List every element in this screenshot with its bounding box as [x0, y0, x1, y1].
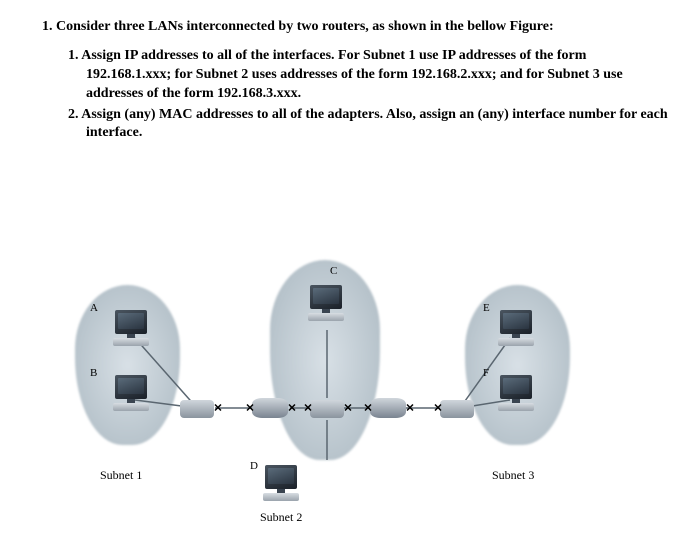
xmark-icon: ✕	[433, 402, 442, 415]
sub-num-1: 1.	[68, 48, 79, 63]
sub-list: 1. Assign IP addresses to all of the int…	[30, 47, 670, 143]
subnet-cloud-3	[465, 285, 570, 445]
xmark-icon: ✕	[405, 402, 414, 415]
pc-d	[260, 465, 302, 505]
subnet-label-2: Subnet 2	[260, 510, 302, 525]
subnet-label-3: Subnet 3	[492, 468, 534, 483]
network-diagram: A B C D E F ✕ ✕ ✕ ✕ ✕ ✕ ✕ ✕ Subnet 1 Sub…	[80, 270, 600, 530]
xmark-icon: ✕	[245, 402, 254, 415]
label-f: F	[483, 367, 489, 379]
label-d: D	[250, 460, 258, 472]
xmark-icon: ✕	[213, 402, 222, 415]
sub-item-1: 1. Assign IP addresses to all of the int…	[86, 47, 670, 104]
subnet-label-1: Subnet 1	[100, 468, 142, 483]
label-a: A	[90, 302, 98, 314]
pc-e	[495, 310, 537, 350]
sub-num-2: 2.	[68, 107, 79, 122]
pc-c	[305, 285, 347, 325]
xmark-icon: ✕	[287, 402, 296, 415]
sub-text-2: Assign (any) MAC addresses to all of the…	[81, 107, 667, 141]
router-2	[370, 398, 406, 418]
pc-b	[110, 375, 152, 415]
switch-3	[440, 400, 474, 418]
question-root: 1. Consider three LANs interconnected by…	[30, 18, 670, 37]
pc-a	[110, 310, 152, 350]
switch-1	[180, 400, 214, 418]
xmark-icon: ✕	[303, 402, 312, 415]
xmark-icon: ✕	[343, 402, 352, 415]
q-text: Consider three LANs interconnected by tw…	[56, 19, 554, 34]
sub-text-1: Assign IP addresses to all of the interf…	[81, 48, 622, 101]
label-e: E	[483, 302, 490, 314]
sub-item-2: 2. Assign (any) MAC addresses to all of …	[86, 106, 670, 144]
q-number: 1.	[42, 19, 53, 34]
xmark-icon: ✕	[363, 402, 372, 415]
label-c: C	[330, 265, 337, 277]
label-b: B	[90, 367, 97, 379]
pc-f	[495, 375, 537, 415]
router-1	[252, 398, 288, 418]
switch-2	[310, 400, 344, 418]
